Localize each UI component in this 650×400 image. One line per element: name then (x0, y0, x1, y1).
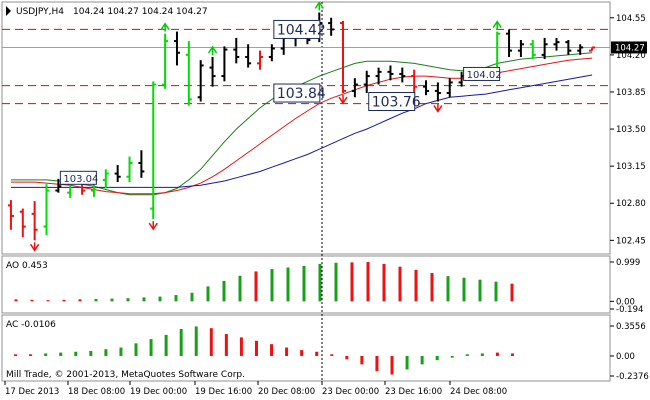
fractal-down-icon (338, 95, 348, 105)
x-tick-label: 20 Dec 08:00 (258, 387, 315, 397)
price-bar (102, 169, 109, 189)
price-bar (517, 40, 524, 57)
ao-tick-label: 0.999 (616, 258, 640, 268)
price-bar (589, 46, 596, 52)
price-bar (162, 33, 169, 89)
ac-panel-frame (1, 314, 611, 382)
price-label-box (273, 83, 321, 103)
price-bar (7, 200, 14, 230)
ao-tick-label: 0.00 (616, 297, 635, 307)
y-tick-label: 102.80 (616, 199, 646, 209)
fractal-down-icon (30, 242, 40, 252)
y-tick-label: 103.50 (616, 125, 646, 135)
ac-tick-label: 0.3556 (616, 322, 646, 332)
price-bar (375, 67, 382, 85)
price-bar (185, 41, 192, 106)
fractal-up-icon (492, 20, 502, 30)
price-bar (340, 20, 347, 94)
price-bar (173, 31, 180, 66)
x-tick-label: 18 Dec 08:00 (68, 387, 125, 397)
y-tick-label: 102.45 (616, 236, 646, 246)
price-label-text: 104.02 (467, 70, 502, 81)
x-tick-label: 24 Dec 08:00 (450, 387, 507, 397)
price-bar (387, 65, 394, 81)
price-label-box (273, 19, 321, 39)
fractal-down-icon (433, 103, 443, 113)
current-price-text: 104.27 (615, 43, 645, 53)
y-tick-label: 104.55 (616, 14, 646, 24)
y-tick-label: 103.15 (616, 162, 646, 172)
price-bar (446, 78, 453, 98)
price-bar (114, 165, 121, 183)
price-bar (256, 50, 263, 70)
price-bar (328, 17, 335, 36)
ac-chart (14, 326, 514, 375)
price-bar (565, 40, 572, 55)
x-tick-label: 23 Dec 16:00 (385, 387, 442, 397)
price-bar (150, 81, 157, 220)
price-bar (245, 44, 252, 68)
copyright: Mill Trade, © 2001-2013, MetaQuotes Soft… (6, 370, 245, 380)
main-panel-frame (1, 1, 611, 255)
price-bar (268, 44, 275, 62)
price-label-box (368, 92, 416, 112)
x-tick-label: 17 Dec 2013 (5, 387, 59, 397)
ma-line-2 (10, 74, 593, 188)
price-bar (19, 208, 26, 238)
ac-tick-label: 0.00 (616, 352, 635, 362)
price-bar (43, 184, 50, 236)
fractal-down-icon (148, 221, 158, 231)
price-bar (126, 156, 133, 183)
fractal-up-icon (160, 22, 170, 32)
title-triangle-icon (6, 6, 11, 16)
ohlc-header: 104.24 104.27 104.24 104.27 (73, 7, 208, 17)
ao-title: AO 0.453 (6, 261, 48, 271)
price-label-text: 103.04 (63, 174, 98, 185)
axes: 104.55 104.20 103.85 103.50 103.15 102.80 102.… (4, 14, 649, 397)
price-bar (221, 46, 228, 82)
ao-tick-label: -0.194 (616, 305, 643, 315)
price-bar (31, 201, 38, 241)
price-bar (529, 40, 536, 60)
x-tick-label: 19 Dec 00:00 (130, 387, 187, 397)
price-bar (553, 37, 560, 51)
fractal-up-icon (314, 1, 324, 11)
price-label-text: 103.84 (277, 86, 326, 102)
y-tick-label: 103.85 (616, 88, 646, 98)
y-tick-label: 104.20 (616, 51, 646, 61)
price-bar (577, 44, 584, 55)
price-bar (233, 37, 240, 64)
price-bar (55, 178, 62, 193)
price-bar (209, 56, 216, 87)
price-label-box (463, 66, 501, 81)
price-bar (197, 60, 204, 102)
x-tick-label: 19 Dec 16:00 (195, 387, 252, 397)
main-title-row: USDJPY,H4 104.24 104.27 104.24 104.27 (6, 6, 208, 17)
price-bar (351, 78, 358, 98)
current-price-tag (611, 41, 647, 54)
price-bar (411, 69, 418, 96)
ao-panel-frame (1, 255, 611, 314)
x-tick-label: 23 Dec 00:00 (322, 387, 379, 397)
price-bar (423, 80, 430, 96)
ac-title: AC -0.0106 (6, 320, 56, 330)
price-bar (506, 29, 513, 57)
ao-chart (14, 261, 514, 302)
main-chart: 104.42 103.84 103.76 104.02 103.04 (2, 1, 610, 252)
ac-tick-label: -0.2376 (616, 372, 649, 382)
fractal-up-icon (207, 45, 218, 55)
price-label-text: 103.76 (372, 95, 421, 111)
price-bar (434, 82, 441, 102)
price-bar (541, 37, 548, 60)
price-bar (363, 70, 370, 94)
main-title: USDJPY,H4 (16, 7, 64, 17)
price-label-box (59, 170, 97, 185)
price-bar (138, 150, 145, 178)
price-label-text: 104.42 (277, 22, 326, 38)
price-bar (399, 67, 406, 83)
